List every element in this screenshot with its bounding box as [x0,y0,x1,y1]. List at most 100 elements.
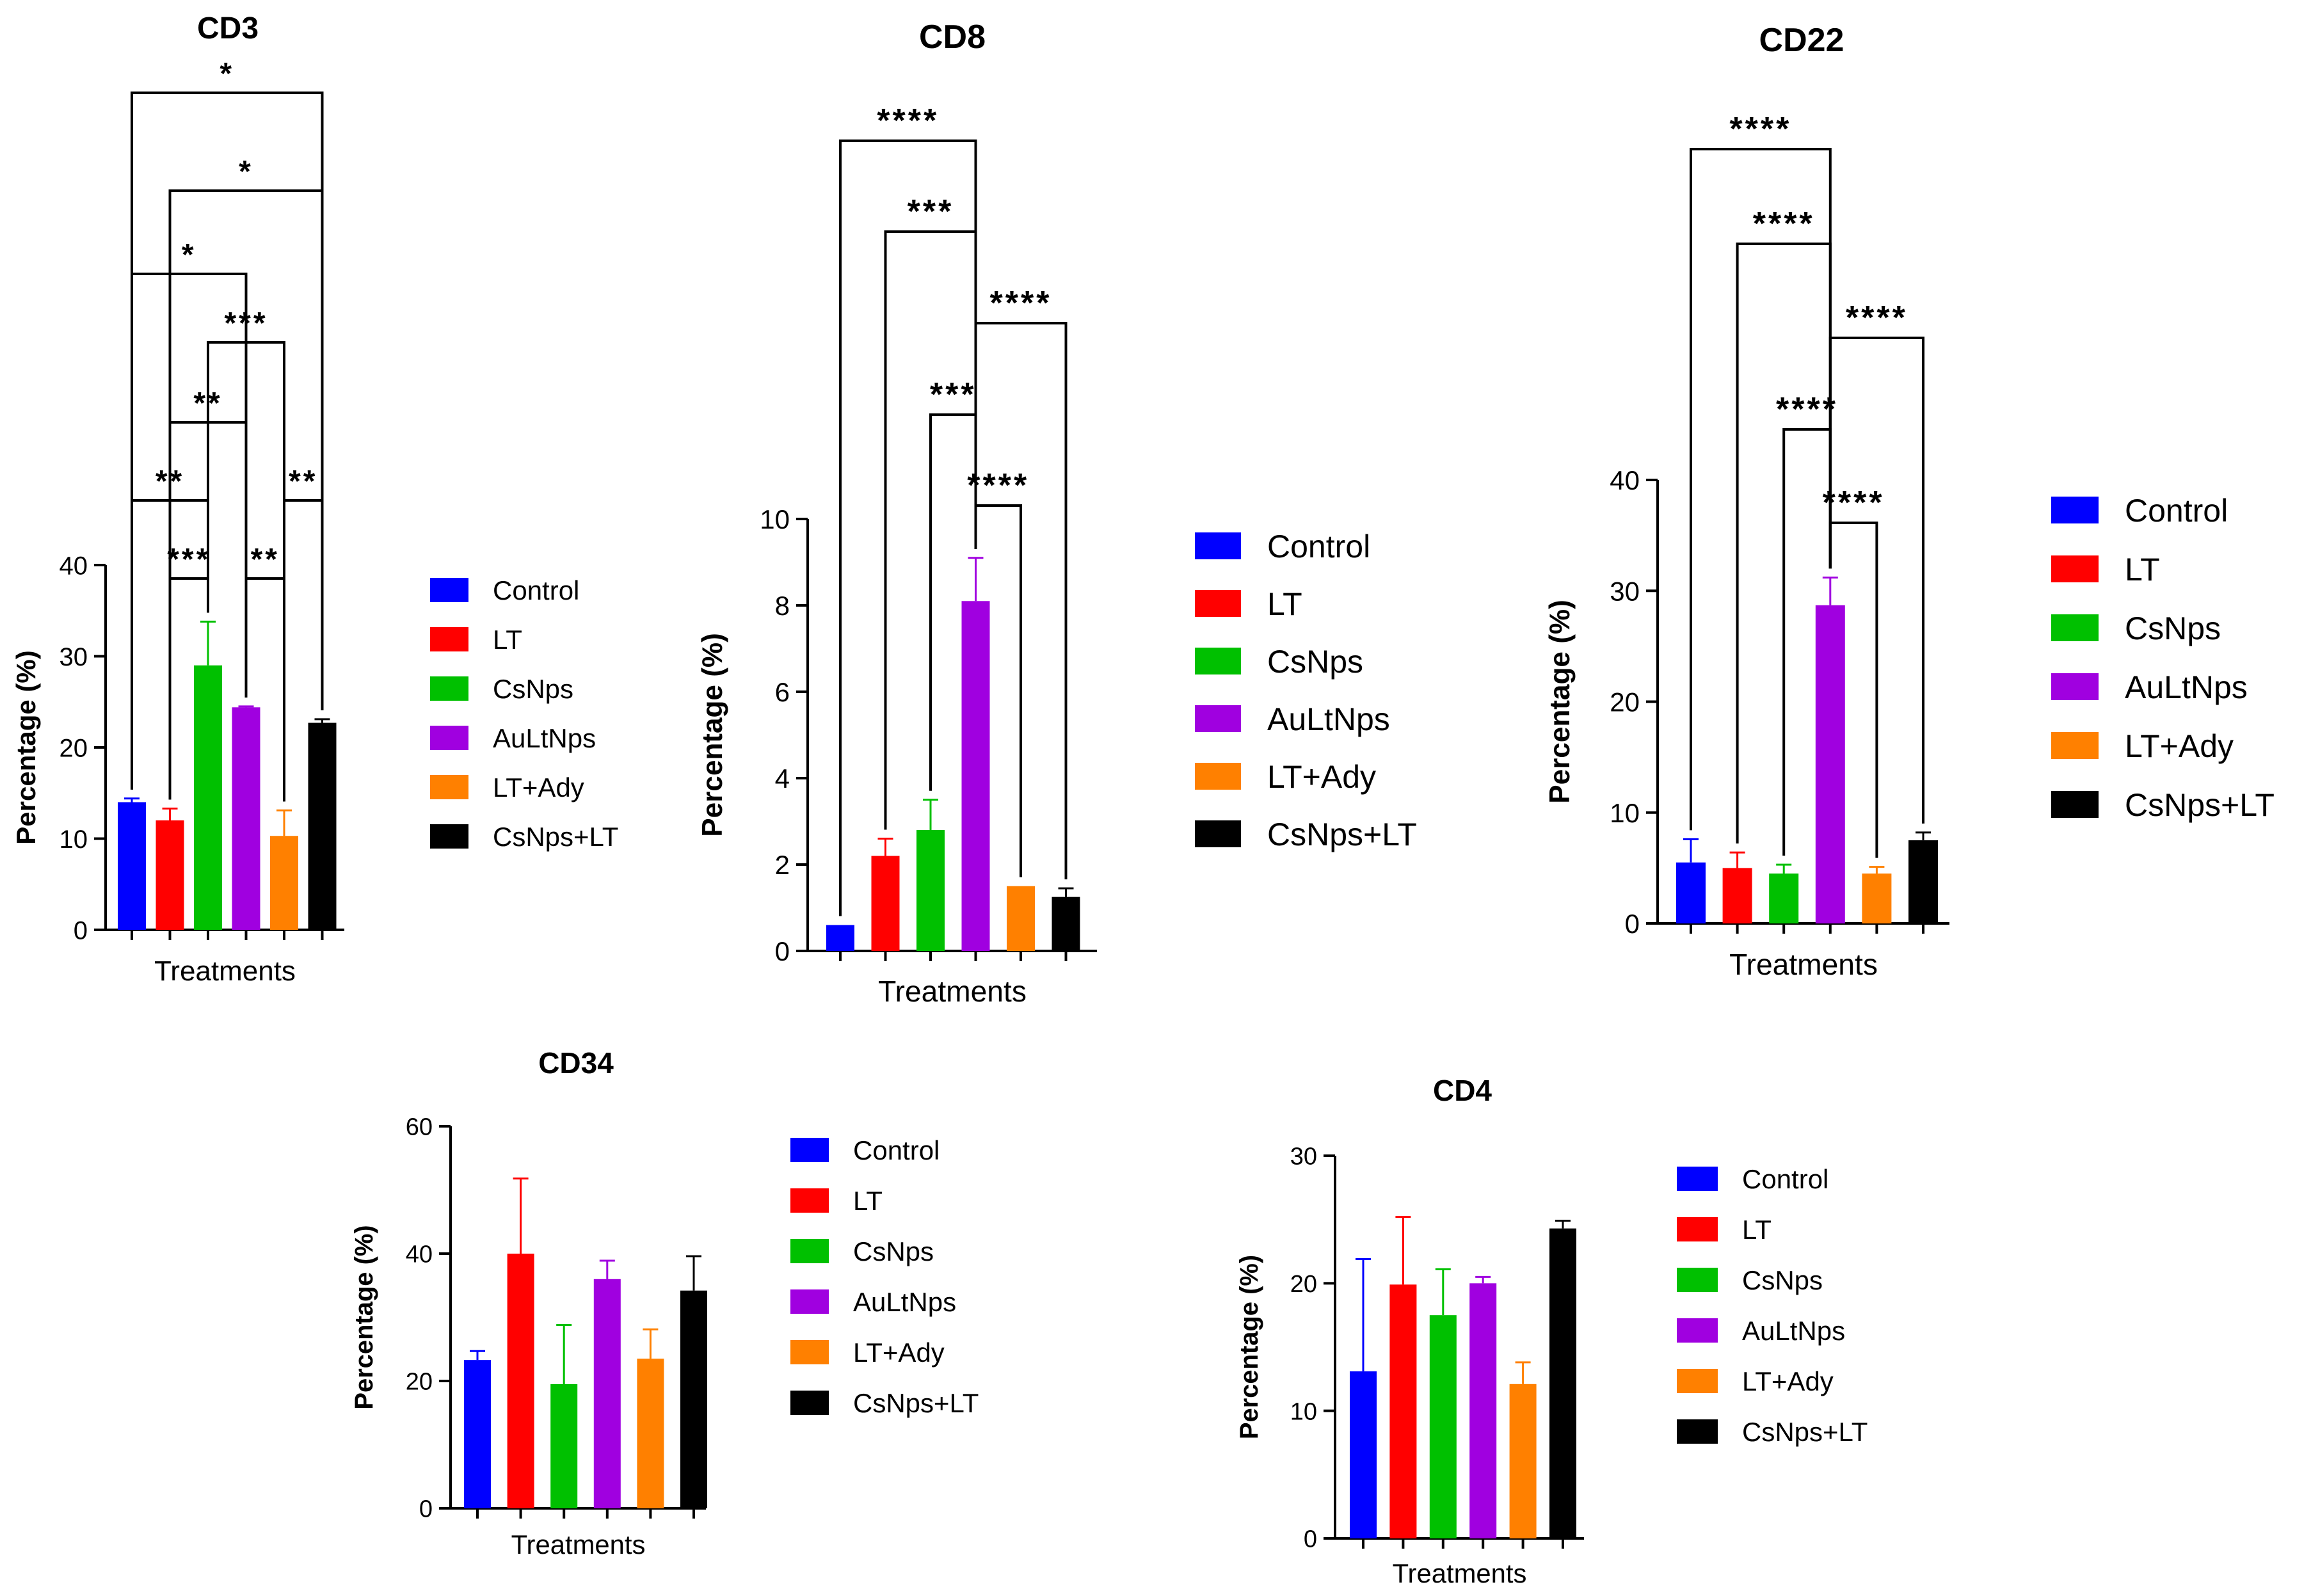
significance-label: * [182,238,196,272]
x-axis-label: Treatments [511,1529,646,1560]
legend-label: CsNps [493,674,573,704]
legend-swatch [1677,1217,1718,1241]
legend-swatch [430,578,468,602]
significance-bracket [839,140,977,916]
legend-swatch [1677,1167,1718,1191]
y-tick-label: 60 [406,1114,433,1141]
bar-control [1350,1371,1377,1538]
legend-swatch [1677,1419,1718,1444]
bar-control [826,925,854,951]
significance-label: **** [990,285,1052,322]
significance-label: * [220,57,234,91]
legend-label: CsNps+LT [2125,787,2275,823]
y-axis-label: Percentage (%) [1235,1255,1263,1439]
y-axis-label: Percentage (%) [697,633,728,837]
x-axis-label: Treatments [1393,1558,1527,1588]
legend-label: Control [1742,1164,1828,1194]
significance-label: ** [193,387,222,420]
y-tick-label: 20 [1610,687,1640,717]
y-tick-label: 40 [60,552,88,580]
legend-swatch [430,726,468,750]
legend-swatch [2051,497,2099,523]
bar-lt [1722,868,1752,923]
bar-aultnps [593,1279,621,1508]
significance-bracket [244,577,285,802]
significance-label: **** [1753,205,1815,243]
significance-bracket [131,92,324,790]
bar-lt [507,1254,534,1508]
y-axis-label: Percentage (%) [1544,600,1576,804]
y-tick-label: 40 [1610,465,1640,495]
legend-swatch [2051,614,2099,641]
legend-label: LT+Ady [493,772,584,802]
legend-label: AuLtNps [493,723,596,753]
y-tick-label: 10 [1290,1398,1317,1425]
significance-label: ** [156,465,184,499]
y-tick-label: 10 [60,826,88,854]
legend-swatch [790,1340,829,1364]
legend-swatch [1677,1268,1718,1292]
legend-swatch [1195,532,1241,559]
y-tick-label: 10 [760,504,790,534]
legend-swatch [790,1289,829,1314]
significance-label: **** [1729,111,1791,148]
y-axis-label: Percentage (%) [11,650,41,844]
significance-label: **** [877,102,939,140]
y-tick-label: 30 [1610,576,1640,606]
significance-label: *** [908,193,954,230]
significance-bracket [1690,148,1832,831]
significance-label: **** [1776,391,1838,428]
x-axis-label: Treatments [154,955,296,987]
legend-label: LT [493,625,522,655]
chart-title: CD3 [197,12,259,45]
legend-label: CsNps+LT [1742,1417,1868,1447]
legend-label: CsNps [2125,610,2221,646]
legend-label: LT+Ady [1267,759,1376,795]
legend-label: CsNps+LT [493,822,618,852]
chart-title: CD4 [1433,1074,1492,1107]
legend-label: AuLtNps [2125,669,2248,705]
y-tick-label: 30 [1290,1144,1317,1170]
bar-csnps-plus-lt [308,722,337,930]
bar-csnps-plus-lt [1908,840,1938,923]
legend-swatch [1195,705,1241,732]
significance-bracket [131,273,248,790]
legend-swatch [430,627,468,651]
y-tick-label: 20 [1290,1271,1317,1298]
bar-lt-plus-ady [1007,886,1035,951]
bar-lt-plus-ady [270,836,298,930]
legend-swatch [1677,1369,1718,1393]
legend-swatch [2051,673,2099,700]
chart-cd4: CD4 0 10 20 30 Treatments Percentage (%) Contro… [1235,1074,1868,1588]
significance-label: *** [930,376,977,413]
legend-label: Control [1267,529,1370,564]
legend-label: Control [493,575,579,605]
chart-title: CD8 [919,19,986,56]
legend-swatch [790,1188,829,1213]
bar-lt-plus-ady [637,1359,664,1508]
significance-bracket [131,499,209,790]
legend-swatch [430,676,468,701]
y-tick-label: 0 [775,936,790,966]
significance-bracket [974,504,1022,877]
legend-label: CsNps [1742,1265,1823,1295]
significance-bracket [1828,522,1878,858]
legend-label: AuLtNps [853,1287,956,1317]
significance-label: **** [1846,299,1908,337]
bar-aultnps [232,707,260,930]
chart-cd34: CD34 0 20 40 60 Treatments Percentage (%) Contr… [350,1046,979,1560]
y-tick-label: 40 [406,1241,433,1268]
legend-swatch [1195,590,1241,617]
y-tick-label: 8 [775,591,790,621]
legend-label: Control [2125,493,2228,529]
legend-label: CsNps+LT [1267,817,1417,852]
bar-control [118,802,146,930]
y-tick-label: 30 [60,643,88,671]
x-axis-label: Treatments [1729,948,1878,981]
bar-csnps [1429,1315,1457,1538]
chart-title: CD22 [1759,22,1844,59]
bar-lt-plus-ady [1862,874,1892,923]
legend-label: CsNps [853,1236,934,1266]
legend-label: LT+Ady [2125,728,2234,764]
